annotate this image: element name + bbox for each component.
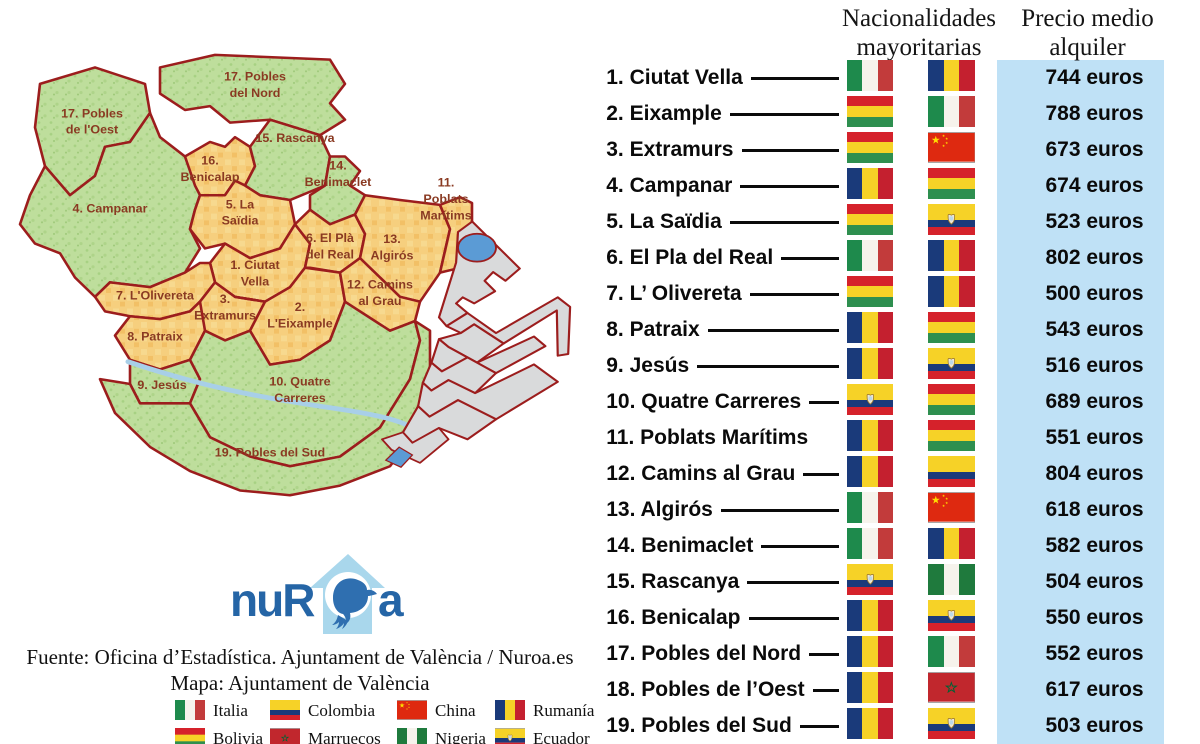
- svg-text:9. Jesús: 9. Jesús: [137, 378, 186, 392]
- svg-text:nuR: nuR: [230, 574, 315, 626]
- svg-text:a: a: [378, 574, 404, 626]
- svg-text:8. Patraix: 8. Patraix: [127, 330, 183, 344]
- svg-text:19. Pobles del Sud: 19. Pobles del Sud: [215, 446, 325, 460]
- svg-text:15. Rascanya: 15. Rascanya: [255, 131, 334, 145]
- svg-text:4. Campanar: 4. Campanar: [72, 202, 147, 216]
- svg-text:7. L'Olivereta: 7. L'Olivereta: [116, 289, 194, 303]
